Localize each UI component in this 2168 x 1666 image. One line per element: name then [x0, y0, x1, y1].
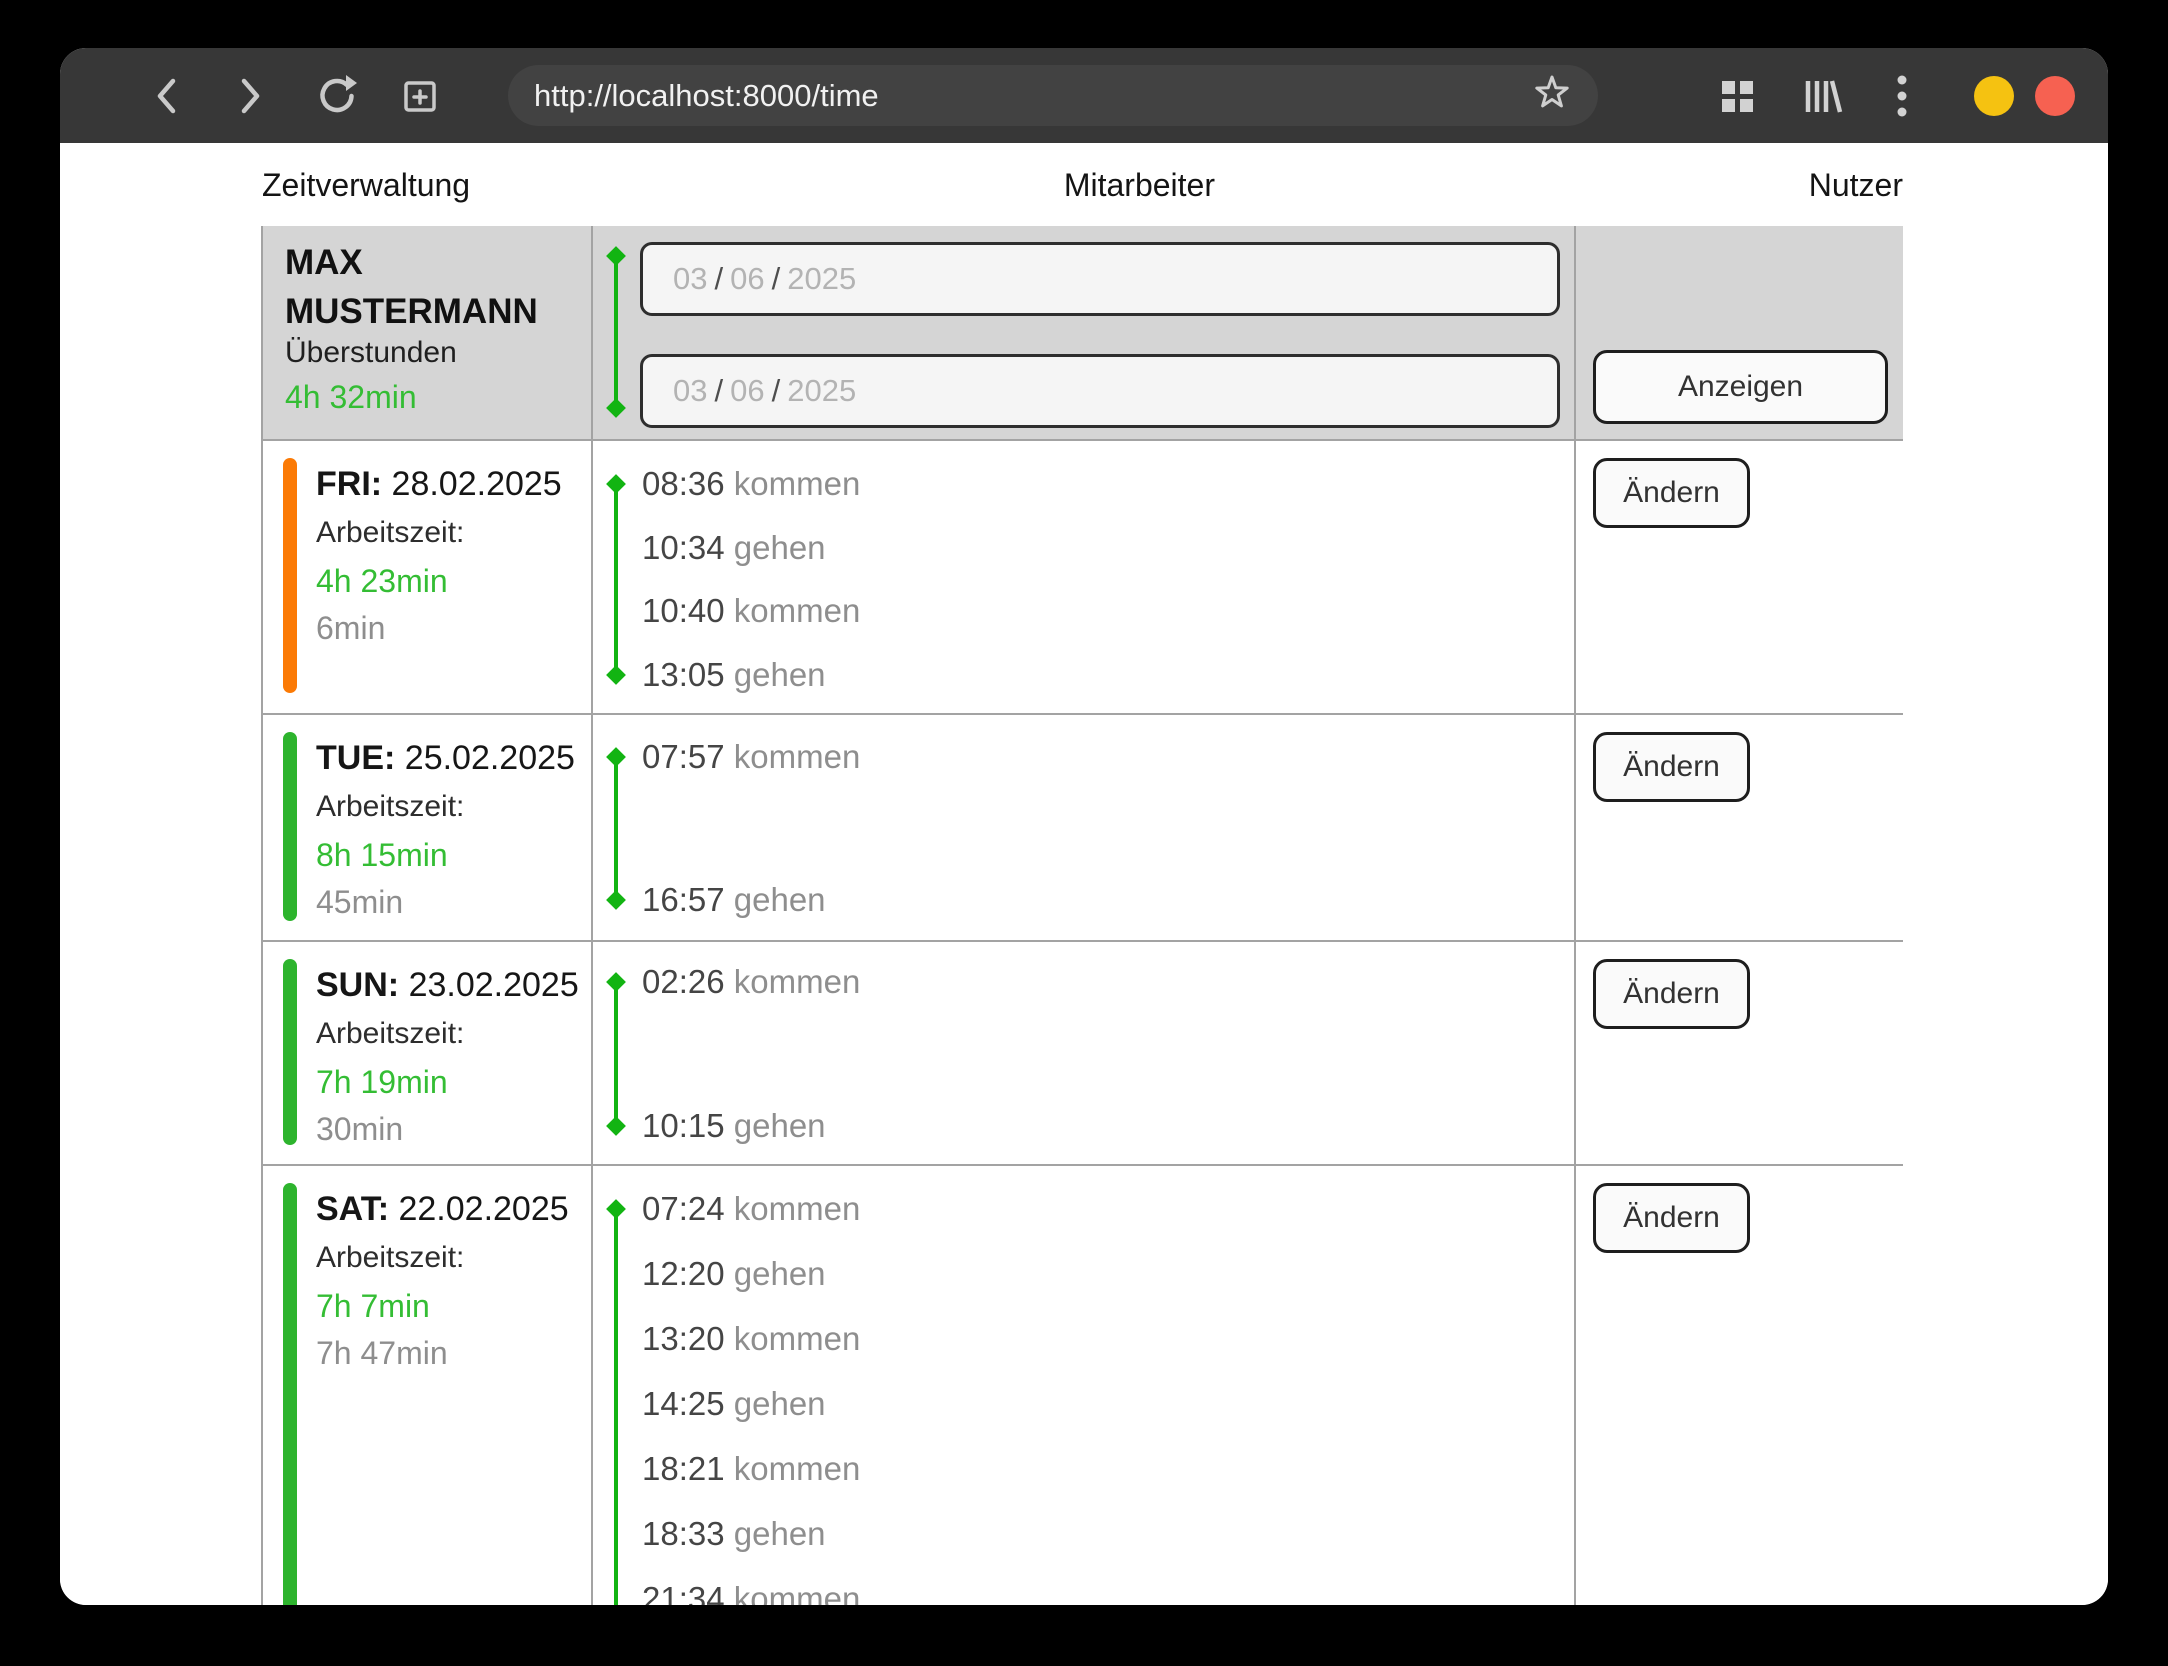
- timeline-diamond: [606, 972, 626, 992]
- timeline-line: [614, 1209, 618, 1605]
- time-entry: 18:21 kommen: [642, 1450, 861, 1487]
- row-divider: [262, 1164, 1903, 1166]
- window-close-button[interactable]: [2035, 76, 2075, 116]
- url-text[interactable]: http://localhost:8000/time: [534, 77, 879, 113]
- page-content: Zeitverwaltung Mitarbeiter Nutzer MAX MU…: [60, 143, 2108, 1605]
- anzeigen-button[interactable]: Anzeigen: [1593, 350, 1888, 424]
- break-value: 6min: [316, 610, 386, 646]
- column-divider-1: [591, 226, 593, 1605]
- nav-item-nutzer[interactable]: Nutzer: [1808, 167, 1903, 203]
- timeline-diamond: [606, 747, 626, 767]
- time-entry: 08:36 kommen: [642, 465, 861, 502]
- time-entry: 07:24 kommen: [642, 1190, 861, 1227]
- aendern-button[interactable]: Ändern: [1593, 959, 1750, 1029]
- day-status-bar: [283, 732, 297, 921]
- time-entry: 18:33 gehen: [642, 1515, 826, 1552]
- worktime-value: 8h 15min: [316, 837, 448, 873]
- aendern-button[interactable]: Ändern: [1593, 458, 1750, 528]
- url-bar[interactable]: http://localhost:8000/time: [508, 65, 1598, 126]
- worktime-label: Arbeitszeit:: [316, 1017, 465, 1050]
- day-heading: TUE: 25.02.2025: [316, 739, 575, 777]
- time-entry: 14:25 gehen: [642, 1385, 826, 1422]
- employee-last-name: MUSTERMANN: [285, 292, 538, 331]
- apps-grid-icon[interactable]: [1715, 48, 1759, 143]
- worktime-value: 7h 7min: [316, 1288, 430, 1324]
- bookmark-star-icon[interactable]: [1532, 73, 1572, 118]
- employee-first-name: MAX: [285, 243, 363, 282]
- time-entry: 10:40 kommen: [642, 592, 861, 629]
- back-icon[interactable]: [145, 48, 189, 143]
- day-heading: FRI: 28.02.2025: [316, 465, 562, 503]
- aendern-button[interactable]: Ändern: [1593, 1183, 1750, 1253]
- browser-toolbar: http://localhost:8000/time: [60, 48, 2108, 143]
- timeline-line: [614, 757, 618, 900]
- reload-icon[interactable]: [315, 48, 359, 143]
- date-from-input[interactable]: 03/06/2025: [640, 242, 1560, 316]
- time-entry: 13:05 gehen: [642, 656, 826, 693]
- worktime-value: 4h 23min: [316, 563, 448, 599]
- time-entry: 07:57 kommen: [642, 738, 861, 775]
- new-tab-icon[interactable]: [398, 48, 442, 143]
- worktime-label: Arbeitszeit:: [316, 516, 465, 549]
- break-value: 7h 47min: [316, 1335, 448, 1371]
- time-entry: 13:20 kommen: [642, 1320, 861, 1357]
- timeline-diamond: [606, 1116, 626, 1136]
- overtime-label: Überstunden: [285, 336, 457, 369]
- timeline-diamond: [606, 1199, 626, 1219]
- aendern-button[interactable]: Ändern: [1593, 732, 1750, 802]
- menu-kebab-icon[interactable]: [1880, 48, 1924, 143]
- break-value: 45min: [316, 884, 404, 920]
- overtime-value: 4h 32min: [285, 379, 417, 415]
- main-nav: Zeitverwaltung Mitarbeiter Nutzer: [262, 163, 1903, 207]
- worktime-value: 7h 19min: [316, 1064, 448, 1100]
- forward-icon[interactable]: [228, 48, 272, 143]
- timeline-line: [614, 484, 618, 675]
- column-divider-2: [1574, 226, 1576, 1605]
- row-divider: [262, 940, 1903, 942]
- library-icon[interactable]: [1799, 48, 1843, 143]
- time-entry: 21:34 kommen: [642, 1580, 861, 1605]
- time-entry: 10:15 gehen: [642, 1107, 826, 1144]
- date-to-input[interactable]: 03/06/2025: [640, 354, 1560, 428]
- table-border-left: [261, 226, 263, 1605]
- day-status-bar: [283, 1183, 297, 1605]
- nav-item-mitarbeiter[interactable]: Mitarbeiter: [1063, 167, 1215, 203]
- timeline-line: [614, 982, 618, 1126]
- timeline-diamond: [606, 665, 626, 685]
- browser-window: http://localhost:8000/time: [60, 48, 2108, 1605]
- timeline-diamond: [606, 474, 626, 494]
- time-entry: 12:20 gehen: [642, 1255, 826, 1292]
- day-heading: SAT: 22.02.2025: [316, 1190, 569, 1228]
- date-range-line: [614, 256, 618, 408]
- worktime-label: Arbeitszeit:: [316, 790, 465, 823]
- time-entry: 16:57 gehen: [642, 881, 826, 918]
- row-divider: [262, 713, 1903, 715]
- break-value: 30min: [316, 1111, 404, 1147]
- worktime-label: Arbeitszeit:: [316, 1241, 465, 1274]
- day-status-bar: [283, 458, 297, 693]
- time-entry: 10:34 gehen: [642, 529, 826, 566]
- day-status-bar: [283, 959, 297, 1145]
- timeline-diamond: [606, 890, 626, 910]
- window-minimize-button[interactable]: [1974, 76, 2014, 116]
- row-divider: [262, 439, 1903, 441]
- day-heading: SUN: 23.02.2025: [316, 966, 579, 1004]
- time-entry: 02:26 kommen: [642, 963, 861, 1000]
- nav-item-zeitverwaltung[interactable]: Zeitverwaltung: [262, 167, 471, 203]
